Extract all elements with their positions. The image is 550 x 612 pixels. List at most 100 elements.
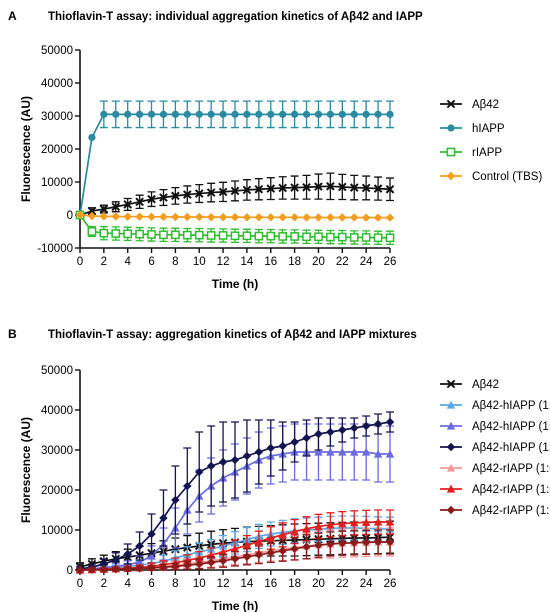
data-point: [195, 559, 204, 569]
data-point: [385, 184, 395, 194]
y-tick-label: 50000: [41, 365, 73, 377]
x-tick-label: 18: [288, 578, 301, 590]
data-point: [338, 539, 347, 548]
data-point: [302, 213, 311, 222]
data-point: [230, 231, 240, 241]
data-point: [159, 193, 168, 202]
data-point: [243, 110, 251, 118]
data-point: [123, 200, 132, 209]
x-tick-label: 14: [241, 256, 254, 268]
x-tick-label: 8: [172, 578, 178, 590]
y-tick-label: 30000: [41, 111, 73, 123]
x-tick-label: 10: [193, 578, 206, 590]
data-point: [349, 183, 359, 192]
y-tick-label: 10000: [41, 177, 73, 189]
data-point: [136, 110, 144, 118]
x-tick-label: 24: [360, 578, 373, 590]
data-point: [147, 230, 156, 239]
y-tick-label: -10000: [37, 243, 73, 255]
legend-label: hIAPP: [472, 123, 505, 135]
x-tick-label: 10: [193, 256, 206, 268]
data-point: [135, 212, 144, 221]
data-point: [302, 433, 311, 443]
data-point: [135, 229, 144, 239]
data-point: [279, 110, 287, 118]
legend-label: Aβ42: [472, 99, 499, 111]
y-tick-label: 40000: [41, 78, 73, 90]
data-point: [195, 212, 204, 222]
data-point: [218, 556, 228, 565]
data-point: [326, 447, 335, 456]
data-point: [123, 229, 133, 239]
data-point: [171, 212, 180, 222]
legend-marker: [446, 463, 456, 472]
data-point: [350, 518, 359, 527]
data-point: [302, 182, 311, 192]
data-point: [99, 204, 109, 214]
data-point: [290, 183, 299, 192]
data-point: [290, 527, 299, 536]
data-point: [147, 529, 156, 539]
data-point: [290, 544, 299, 553]
x-tick-label: 12: [217, 256, 230, 268]
data-point: [350, 447, 359, 456]
data-point: [183, 481, 192, 491]
data-point: [338, 110, 346, 118]
data-point: [206, 212, 216, 222]
x-tick-label: 6: [148, 256, 154, 268]
data-point: [87, 206, 97, 216]
data-point: [182, 230, 192, 240]
data-point: [242, 231, 252, 241]
data-point: [230, 554, 240, 563]
legend-label: Control (TBS): [472, 171, 542, 183]
y-tick-label: 30000: [41, 445, 73, 457]
x-axis-label: Time (h): [212, 599, 258, 612]
x-tick-label: 12: [217, 578, 230, 590]
data-point: [254, 537, 264, 546]
series-3: [75, 411, 395, 573]
data-point: [218, 187, 228, 197]
legend-label: Aβ42-rIAPP (1:1): [472, 505, 550, 517]
data-point: [183, 110, 191, 118]
y-tick-label: 50000: [41, 45, 73, 57]
data-point: [99, 559, 109, 569]
data-point: [206, 231, 216, 240]
data-point: [194, 189, 204, 198]
data-point: [242, 451, 252, 461]
data-point: [338, 213, 347, 222]
data-point: [314, 522, 323, 530]
data-point: [147, 212, 156, 222]
data-point: [373, 233, 383, 243]
data-point: [361, 518, 371, 526]
y-tick-label: 0: [67, 210, 73, 222]
data-point: [123, 549, 132, 559]
x-tick-label: 6: [148, 578, 154, 590]
data-point: [278, 232, 288, 241]
data-point: [385, 537, 395, 547]
data-point: [361, 421, 371, 431]
data-point: [314, 429, 323, 439]
data-point: [135, 541, 144, 551]
data-point: [230, 212, 240, 222]
x-tick-label: 26: [384, 256, 397, 268]
data-point: [254, 213, 264, 222]
data-point: [123, 212, 132, 221]
legend-marker: [446, 484, 456, 493]
x-tick-label: 8: [172, 256, 178, 268]
data-point: [362, 110, 370, 118]
data-point: [254, 550, 264, 559]
legend-marker: [446, 442, 456, 452]
y-tick-label: 40000: [41, 405, 73, 417]
data-point: [350, 538, 359, 547]
data-point: [314, 541, 323, 550]
x-tick-label: 2: [101, 578, 107, 590]
legend-label: rIAPP: [472, 147, 502, 159]
data-point: [75, 210, 85, 220]
data-point: [99, 212, 109, 221]
x-tick-label: 16: [264, 578, 277, 590]
data-point: [290, 213, 299, 222]
data-point: [230, 186, 240, 196]
y-tick-label: 10000: [41, 525, 73, 537]
series-0: [75, 172, 395, 220]
